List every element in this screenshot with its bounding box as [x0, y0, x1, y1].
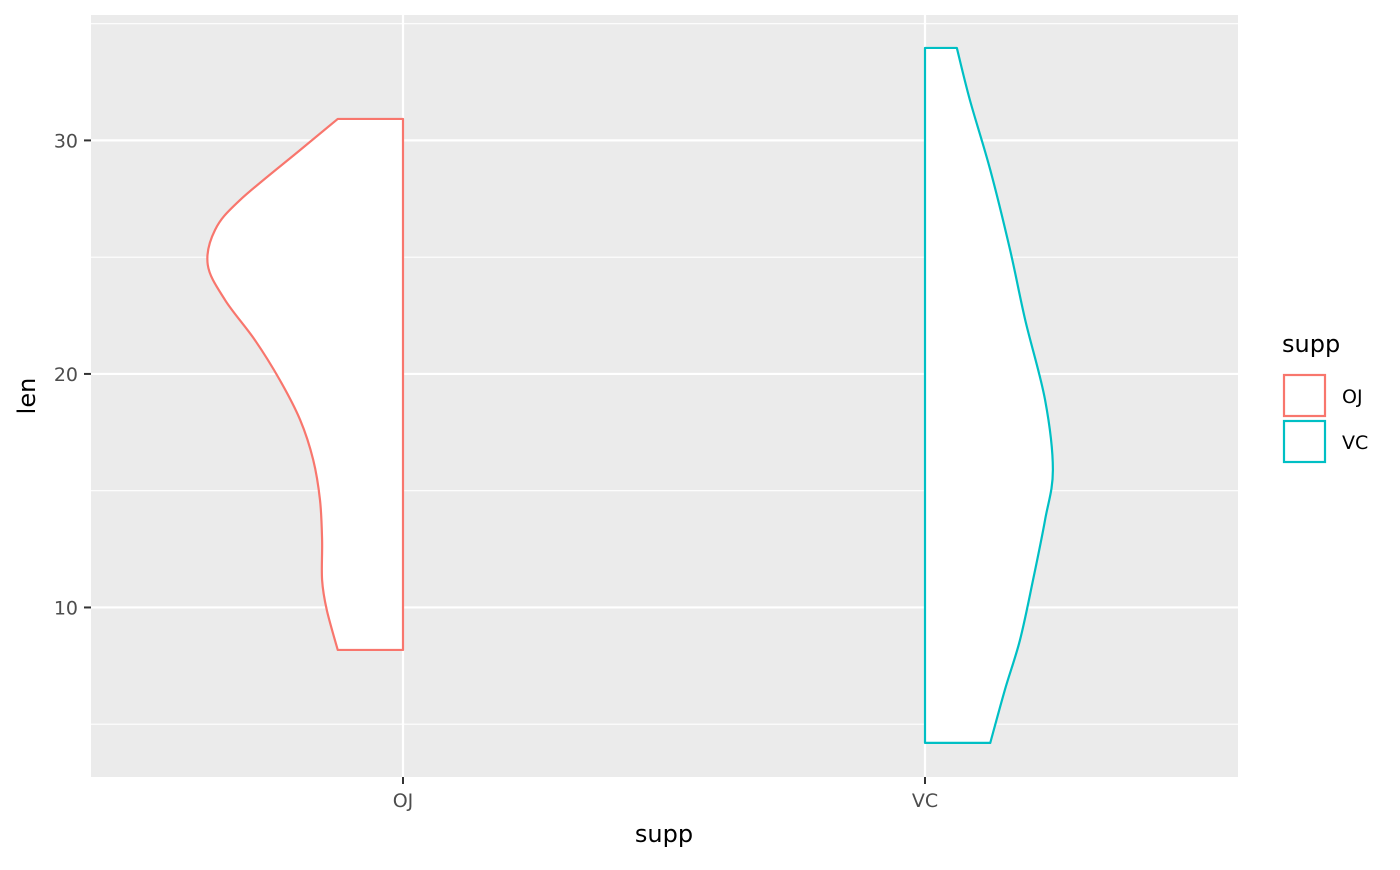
legend-key-oj [1282, 373, 1327, 418]
y-tick-label: 10 [54, 597, 78, 619]
legend-label: OJ [1342, 386, 1363, 408]
legend-title: supp [1282, 330, 1340, 358]
x-axis: OJ VC [393, 777, 938, 812]
legend: supp OJ VC [1282, 330, 1368, 464]
violins [206, 46, 1054, 745]
x-tick-label: OJ [393, 790, 414, 812]
y-tick-label: 20 [54, 364, 78, 386]
y-axis-label: len [13, 378, 41, 415]
legend-key-vc [1282, 419, 1327, 464]
y-tick-label: 30 [54, 130, 78, 152]
violin-vc [923, 46, 1054, 745]
violin-oj [206, 117, 405, 652]
x-tick-label: VC [912, 790, 938, 812]
x-axis-label: supp [635, 820, 693, 848]
y-axis: 10 20 30 [54, 130, 91, 619]
legend-label: VC [1342, 432, 1368, 454]
plot-panel [91, 15, 1238, 777]
